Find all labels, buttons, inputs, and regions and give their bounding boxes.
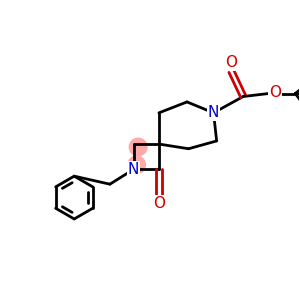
- Text: O: O: [269, 85, 281, 100]
- Text: N: N: [128, 162, 139, 177]
- Text: O: O: [225, 56, 237, 70]
- Text: O: O: [153, 196, 165, 211]
- Text: N: N: [208, 105, 219, 120]
- Circle shape: [127, 155, 146, 174]
- Circle shape: [129, 137, 148, 157]
